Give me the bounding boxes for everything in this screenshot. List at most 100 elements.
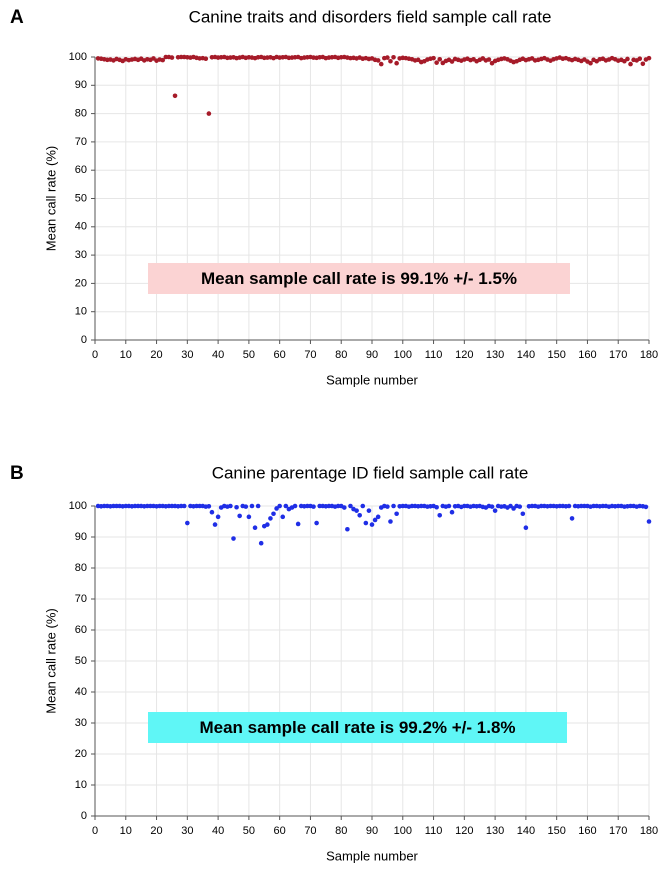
y-axis-label: Mean call rate (%) bbox=[43, 608, 58, 713]
annotation-box bbox=[148, 263, 570, 294]
y-tick-label: 10 bbox=[75, 306, 87, 318]
y-tick-label: 30 bbox=[75, 249, 87, 261]
data-point bbox=[357, 513, 362, 518]
x-axis-label: Sample number bbox=[326, 372, 418, 387]
x-tick-label: 110 bbox=[425, 825, 443, 837]
y-tick-label: 0 bbox=[81, 810, 87, 822]
data-point bbox=[369, 522, 375, 527]
y-tick-label: 20 bbox=[75, 277, 87, 289]
x-tick-label: 40 bbox=[212, 825, 224, 837]
data-point bbox=[372, 517, 378, 523]
y-tick-label: 70 bbox=[75, 593, 87, 605]
x-tick-label: 70 bbox=[304, 349, 316, 361]
x-tick-label: 100 bbox=[394, 349, 412, 361]
data-point bbox=[637, 56, 643, 61]
y-tick-label: 90 bbox=[75, 79, 87, 91]
x-tick-label: 0 bbox=[92, 349, 98, 361]
data-point bbox=[258, 540, 264, 546]
panel-label: B bbox=[10, 463, 24, 484]
x-tick-label: 70 bbox=[304, 825, 316, 837]
data-point bbox=[271, 511, 276, 517]
x-tick-label: 100 bbox=[394, 825, 412, 837]
data-point bbox=[206, 504, 212, 509]
data-point bbox=[243, 504, 249, 509]
data-point bbox=[354, 508, 359, 513]
x-tick-label: 30 bbox=[181, 825, 193, 837]
data-point bbox=[249, 503, 255, 509]
x-tick-label: 40 bbox=[212, 349, 224, 361]
data-point bbox=[640, 61, 646, 67]
x-tick-label: 0 bbox=[92, 825, 98, 837]
data-point bbox=[446, 503, 452, 509]
data-point bbox=[378, 61, 384, 67]
data-point bbox=[228, 503, 233, 509]
data-point bbox=[437, 513, 443, 518]
data-point bbox=[360, 503, 366, 509]
data-point bbox=[434, 60, 439, 65]
y-tick-label: 10 bbox=[75, 779, 87, 791]
y-tick-label: 50 bbox=[75, 655, 87, 667]
data-point bbox=[588, 60, 593, 66]
x-tick-label: 20 bbox=[150, 349, 162, 361]
data-point bbox=[231, 536, 236, 541]
data-point bbox=[212, 522, 218, 527]
y-axis-label: Mean call rate (%) bbox=[43, 146, 58, 251]
x-tick-label: 160 bbox=[578, 825, 596, 837]
data-point bbox=[342, 505, 347, 510]
data-point bbox=[489, 504, 495, 509]
data-point bbox=[246, 514, 252, 520]
annotation-text: Mean sample call rate is 99.1% +/- 1.5% bbox=[201, 269, 517, 288]
y-tick-label: 100 bbox=[69, 500, 87, 512]
y-tick-label: 40 bbox=[75, 221, 87, 233]
chart-title: Canine parentage ID field sample call ra… bbox=[212, 463, 529, 482]
y-tick-label: 80 bbox=[75, 108, 87, 120]
data-point bbox=[366, 508, 372, 513]
data-point bbox=[520, 511, 526, 517]
data-point bbox=[375, 514, 381, 520]
data-point bbox=[255, 503, 261, 509]
chart-title: Canine traits and disorders field sample… bbox=[189, 7, 552, 26]
data-point bbox=[434, 504, 439, 510]
data-point bbox=[280, 514, 286, 520]
x-tick-label: 50 bbox=[243, 349, 255, 361]
data-point bbox=[628, 61, 633, 67]
data-point bbox=[206, 111, 212, 116]
y-tick-label: 60 bbox=[75, 164, 87, 176]
x-tick-label: 130 bbox=[486, 349, 504, 361]
x-tick-label: 30 bbox=[181, 349, 193, 361]
x-tick-label: 160 bbox=[578, 349, 596, 361]
y-tick-label: 70 bbox=[75, 136, 87, 148]
data-point bbox=[394, 60, 399, 66]
y-tick-label: 60 bbox=[75, 624, 87, 636]
y-tick-label: 90 bbox=[75, 531, 87, 543]
data-point bbox=[203, 56, 209, 61]
data-point bbox=[431, 55, 436, 61]
data-point bbox=[385, 504, 390, 509]
x-tick-label: 130 bbox=[486, 825, 504, 837]
x-tick-label: 20 bbox=[150, 825, 162, 837]
data-point bbox=[295, 521, 301, 527]
y-tick-label: 80 bbox=[75, 562, 87, 574]
data-point bbox=[185, 520, 190, 526]
data-point bbox=[268, 516, 273, 521]
data-point bbox=[517, 504, 523, 509]
panel-label: A bbox=[10, 7, 24, 28]
annotation-box bbox=[148, 712, 567, 743]
data-point bbox=[437, 56, 443, 62]
x-tick-label: 180 bbox=[640, 825, 658, 837]
data-point bbox=[646, 55, 652, 61]
data-point bbox=[508, 503, 513, 509]
x-tick-label: 80 bbox=[335, 825, 347, 837]
data-point bbox=[388, 519, 393, 524]
x-tick-label: 110 bbox=[425, 349, 443, 361]
data-point bbox=[265, 522, 270, 527]
data-point bbox=[646, 519, 652, 524]
data-point bbox=[523, 525, 529, 530]
data-point bbox=[237, 513, 242, 519]
data-point bbox=[625, 56, 630, 62]
x-tick-label: 80 bbox=[335, 349, 347, 361]
y-tick-label: 20 bbox=[75, 748, 87, 760]
x-tick-label: 170 bbox=[609, 349, 627, 361]
data-point bbox=[388, 58, 393, 64]
data-point bbox=[169, 55, 175, 60]
